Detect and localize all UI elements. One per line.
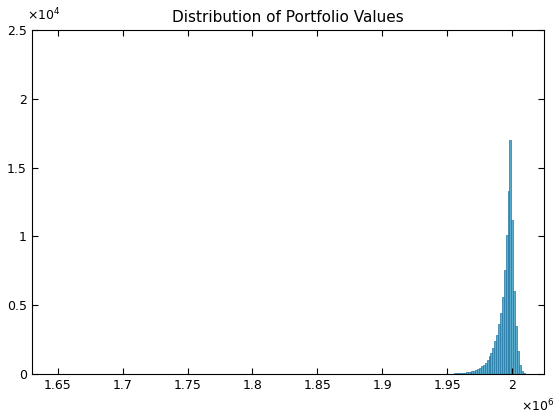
Bar	[462, 373, 464, 374]
Bar	[514, 291, 515, 374]
Bar	[519, 365, 521, 374]
Bar	[521, 371, 522, 374]
Bar	[492, 348, 494, 374]
Bar	[454, 373, 456, 374]
Bar	[487, 360, 488, 374]
Bar	[470, 372, 472, 374]
Title: Distribution of Portfolio Values: Distribution of Portfolio Values	[172, 10, 404, 25]
Bar	[472, 371, 473, 374]
Bar	[500, 313, 502, 374]
Bar	[473, 370, 475, 374]
Bar	[481, 366, 483, 374]
Bar	[502, 297, 504, 374]
Bar	[485, 362, 487, 374]
Bar	[475, 370, 477, 374]
Bar	[517, 351, 519, 374]
Bar	[464, 373, 466, 374]
Bar	[510, 139, 511, 374]
Bar	[506, 235, 507, 374]
Bar	[458, 373, 460, 374]
Bar	[494, 341, 496, 374]
Text: $\times10^4$: $\times10^4$	[27, 7, 60, 23]
Bar	[466, 373, 468, 374]
Bar	[507, 191, 510, 374]
Bar	[522, 373, 525, 374]
Bar	[488, 356, 491, 374]
Bar	[460, 373, 462, 374]
Bar	[483, 365, 485, 374]
Bar	[456, 373, 458, 374]
Bar	[496, 335, 498, 374]
Bar	[479, 368, 481, 374]
Text: $\times10^6$: $\times10^6$	[521, 398, 554, 415]
Bar	[504, 270, 506, 374]
Bar	[477, 369, 479, 374]
Bar	[498, 324, 500, 374]
Bar	[468, 372, 470, 374]
Bar	[511, 220, 514, 374]
Bar	[491, 353, 492, 374]
Bar	[515, 326, 517, 374]
